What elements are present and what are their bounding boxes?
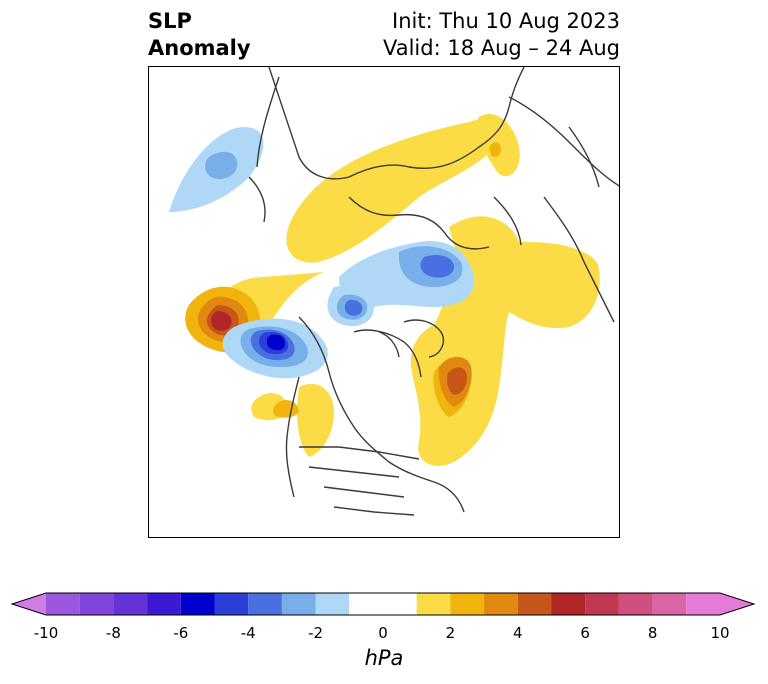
colorbar-bin: [248, 593, 282, 615]
colorbar-tick-label: 10: [710, 624, 730, 642]
colorbar-bin: [551, 593, 586, 615]
colorbar-bin: [315, 593, 350, 615]
colorbar-bin: [686, 593, 720, 615]
colorbar-tick-label: -8: [105, 624, 121, 642]
colorbar-bin: [585, 593, 619, 615]
forecast-info: Init: Thu 10 Aug 2023 Valid: 18 Aug – 24…: [383, 8, 620, 62]
colorbar-tick-label: 8: [647, 624, 658, 642]
colorbar-bin: [517, 593, 552, 615]
colorbar-tick-label: -2: [308, 624, 324, 642]
colorbar-over-extend: [720, 593, 754, 615]
colorbar-tick-label: 2: [445, 624, 456, 642]
colorbar-tick-label: -4: [240, 624, 256, 642]
colorbar-tick-label: 4: [513, 624, 523, 642]
colorbar-bin: [79, 593, 114, 615]
colorbar-bin: [281, 593, 316, 615]
colorbar-tick-label: -6: [173, 624, 189, 642]
map-title: SLP Anomaly: [148, 8, 251, 62]
colorbar-tick-label: 0: [378, 624, 388, 642]
colorbar-bin: [214, 593, 249, 615]
colorbar-bin: [652, 593, 687, 615]
colorbar-bin: [484, 593, 518, 615]
colorbar-bin: [180, 593, 215, 615]
colorbar-bin: [416, 593, 451, 615]
title-quantity: Anomaly: [148, 36, 251, 60]
colorbar-bin: [46, 593, 80, 615]
colorbar-under-extend: [12, 593, 46, 615]
coastlines: [248, 67, 619, 516]
title-variable: SLP: [148, 9, 192, 33]
colorbar-unit-label: hPa: [364, 646, 404, 670]
anomaly-map: [169, 67, 619, 516]
colorbar-bin: [450, 593, 485, 615]
colorbar-tick-label: 6: [580, 624, 590, 642]
colorbar-tick-label: -10: [33, 624, 59, 642]
colorbar-bin: [618, 593, 653, 615]
negative-anomaly-shading: [169, 127, 475, 379]
colorbar-outline: [10, 592, 756, 616]
colorbar-bin: [113, 593, 148, 615]
valid-period: Valid: 18 Aug – 24 Aug: [382, 36, 620, 60]
colorbar-bin: [349, 593, 417, 615]
map-panel: [148, 66, 620, 538]
colorbar: [10, 592, 756, 616]
init-date: Init: Thu 10 Aug 2023: [392, 9, 620, 33]
colorbar-bin: [147, 593, 181, 615]
